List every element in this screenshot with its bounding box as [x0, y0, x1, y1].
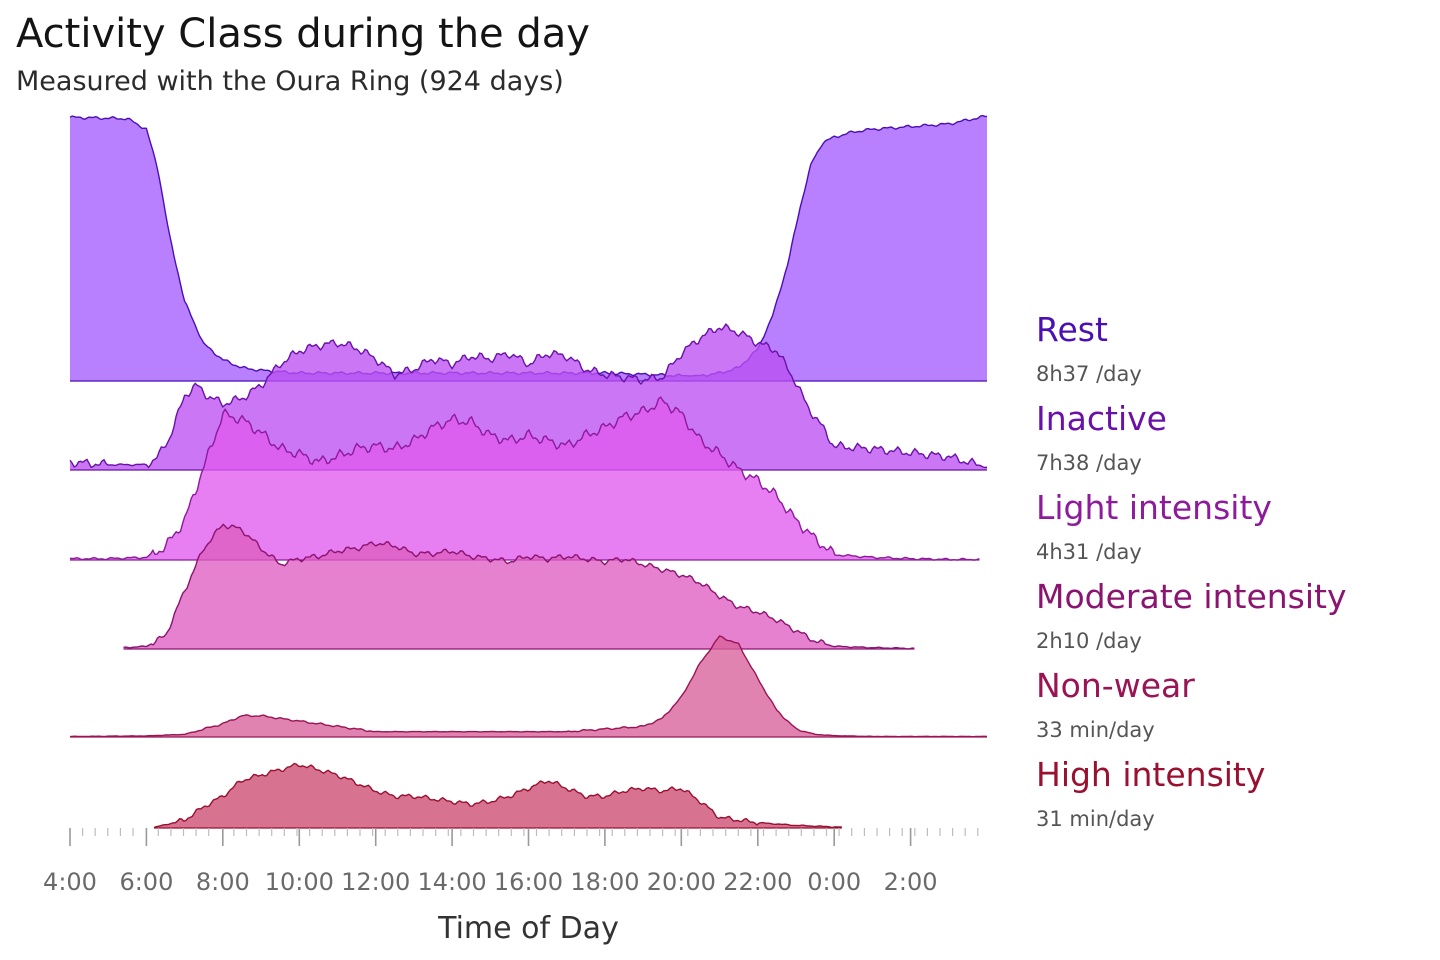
x-tick-label: 14:00: [418, 868, 487, 896]
legend-value-non-wear: 33 min/day: [1036, 718, 1155, 742]
chart-subtitle: Measured with the Oura Ring (924 days): [16, 66, 564, 97]
legend-value-light-intensity: 4h31 /day: [1036, 540, 1142, 564]
area-moderate-intensity: [123, 524, 915, 649]
x-tick-label: 22:00: [723, 868, 792, 896]
x-tick-label: 4:00: [43, 868, 97, 896]
area-inactive: [70, 324, 987, 470]
legend-item-non-wear: Non-wear 33 min/day: [1036, 664, 1436, 753]
x-tick-label: 6:00: [119, 868, 173, 896]
legend-label-light-intensity: Light intensity: [1036, 488, 1272, 527]
line-moderate-intensity: [123, 523, 915, 650]
line-inactive: [69, 322, 988, 469]
x-tick-label: 18:00: [570, 868, 639, 896]
legend-item-moderate-intensity: Moderate intensity 2h10 /day: [1036, 575, 1436, 664]
x-tick-label: 12:00: [341, 868, 410, 896]
legend-item-rest: Rest 8h37 /day: [1036, 308, 1436, 397]
legend-value-moderate-intensity: 2h10 /day: [1036, 629, 1142, 653]
legend-item-high-intensity: High intensity 31 min/day: [1036, 753, 1436, 842]
x-tick-label: 2:00: [884, 868, 938, 896]
line-light-intensity: [69, 396, 980, 561]
x-tick-label: 10:00: [265, 868, 334, 896]
chart-title: Activity Class during the day: [16, 11, 590, 57]
legend-label-rest: Rest: [1036, 310, 1108, 349]
area-high-intensity: [154, 763, 842, 828]
legend-value-rest: 8h37 /day: [1036, 362, 1142, 386]
x-tick-label: 16:00: [494, 868, 563, 896]
x-tick-label: 8:00: [196, 868, 250, 896]
x-axis-title: Time of Day: [437, 911, 619, 946]
x-tick-label: 20:00: [647, 868, 716, 896]
legend-value-high-intensity: 31 min/day: [1036, 807, 1155, 831]
legend-label-moderate-intensity: Moderate intensity: [1036, 577, 1347, 616]
legend-label-non-wear: Non-wear: [1036, 666, 1195, 705]
legend: Rest 8h37 /day Inactive 7h38 /day Light …: [1036, 308, 1436, 842]
line-high-intensity: [153, 762, 842, 829]
legend-value-inactive: 7h38 /day: [1036, 451, 1142, 475]
legend-label-high-intensity: High intensity: [1036, 755, 1266, 794]
area-light-intensity: [70, 397, 980, 560]
area-non-wear: [70, 636, 987, 737]
legend-label-inactive: Inactive: [1036, 399, 1167, 438]
legend-item-inactive: Inactive 7h38 /day: [1036, 397, 1436, 486]
x-tick-label: 0:00: [807, 868, 861, 896]
line-non-wear: [69, 635, 988, 738]
area-rest: [70, 115, 987, 381]
legend-item-light-intensity: Light intensity 4h31 /day: [1036, 486, 1436, 575]
